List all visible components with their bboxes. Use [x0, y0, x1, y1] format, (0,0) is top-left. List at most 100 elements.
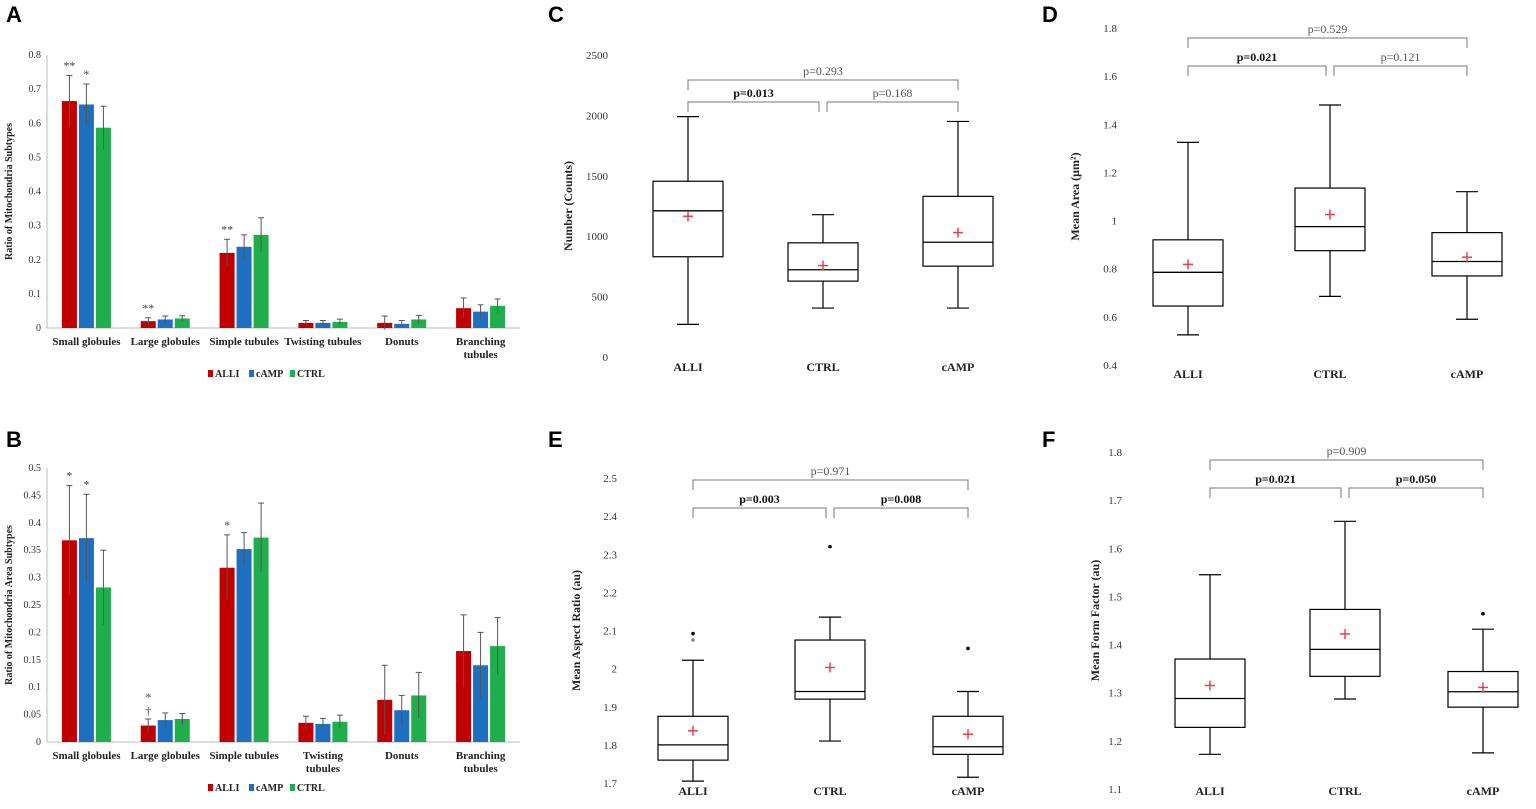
bar-ctrl: [253, 537, 269, 742]
legend-label-ctrl: CTRL: [297, 369, 325, 380]
comparison-bracket: [826, 101, 959, 112]
y-tick-label: 0.6: [1103, 312, 1117, 324]
bar-alli: [298, 722, 314, 742]
bar-alli: [140, 725, 156, 742]
p-value-label: p=0.529: [1308, 22, 1348, 36]
y-axis-label: Ratio of Mitochondria Subtypes: [4, 123, 15, 260]
y-tick-label: 1: [1112, 216, 1118, 228]
y-tick-label: 1.7: [603, 778, 617, 790]
y-tick-label: 0.2: [29, 627, 42, 638]
x-category-label: Small globules: [52, 336, 121, 348]
panel-letter-d: D: [1042, 2, 1058, 27]
x-category-label: cAMP: [1451, 367, 1484, 381]
comparison-bracket: [687, 79, 959, 90]
x-category-label: Branching: [456, 750, 506, 762]
x-category-label: Donuts: [385, 750, 419, 762]
x-category-label: Donuts: [385, 336, 419, 348]
y-tick-label: 1.7: [1108, 495, 1122, 507]
legend-swatch-camp: [249, 370, 254, 377]
y-tick-label: 1.3: [1108, 688, 1122, 700]
comparison-bracket: [692, 479, 969, 490]
y-tick-label: 0.4: [29, 187, 42, 198]
x-category-label: Large globules: [131, 336, 201, 348]
bar-camp: [157, 319, 173, 328]
y-tick-label: 1.6: [1108, 543, 1122, 555]
y-tick-label: 0.15: [24, 655, 42, 666]
y-tick-label: 1500: [586, 171, 609, 183]
x-category-label: Twisting: [303, 750, 344, 762]
comparison-bracket: [1209, 487, 1342, 498]
legend-swatch-alli: [208, 370, 213, 377]
bar-ctrl: [490, 305, 506, 328]
legend-swatch-camp: [249, 784, 254, 791]
panel-letter-e: E: [548, 427, 563, 452]
p-value-label: p=0.008: [881, 492, 922, 506]
bar-alli: [219, 252, 235, 328]
bar-ctrl: [174, 718, 190, 742]
x-category-label: Branching: [456, 336, 506, 348]
x-category-label: Large globules: [131, 750, 201, 762]
legend-swatch-ctrl: [290, 370, 295, 377]
comparison-bracket: [692, 507, 827, 518]
panel-a: A 0 0.1 0.2 0.3 0.4 0.5 0.6 0.7 0.8 Ratio of Mitoc…: [4, 2, 520, 380]
significance-marker: *: [145, 690, 151, 704]
panel-letter-a: A: [6, 2, 22, 27]
x-category-label: CTRL: [1328, 784, 1361, 798]
y-tick-label: 0.05: [24, 710, 42, 721]
y-tick-label: 1000: [586, 231, 609, 243]
y-tick-label: 1.4: [1103, 119, 1117, 131]
significance-marker: †: [145, 704, 151, 718]
comparison-bracket: [1187, 37, 1468, 48]
significance-marker: *: [83, 67, 89, 81]
panel-b: B 0 0.05 0.1 0.15 0.2 0.25 0.3 0.35 0.4 0.45 0.5 Rat…: [4, 427, 520, 794]
y-tick-label: 0: [36, 737, 41, 748]
bar-camp: [473, 311, 489, 328]
x-category-label: ALLI: [678, 784, 708, 798]
x-category-label: Twisting tubules: [284, 336, 362, 348]
significance-marker: *: [66, 469, 72, 483]
x-category-label: ALLI: [673, 360, 703, 374]
y-tick-label: 2000: [586, 110, 609, 122]
legend-label-camp: cAMP: [256, 783, 283, 794]
comparison-bracket: [1209, 459, 1484, 470]
bar-alli: [61, 540, 77, 742]
bar-ctrl: [174, 318, 190, 328]
y-tick-label: 2.2: [603, 587, 617, 599]
y-tick-label: 1.4: [1108, 640, 1122, 652]
legend-swatch-alli: [208, 784, 213, 791]
bar-alli: [61, 101, 77, 328]
comparison-bracket: [833, 507, 969, 518]
y-tick-label: 0.7: [29, 84, 42, 95]
x-category-label: cAMP: [1467, 784, 1500, 798]
y-tick-label: 1.2: [1108, 736, 1122, 748]
x-category-label: cAMP: [942, 360, 975, 374]
outlier-point: [691, 638, 695, 642]
y-axis-label: Mean Form Factor (au): [1088, 560, 1102, 681]
p-value-label: p=0.021: [1237, 50, 1278, 64]
bar-camp: [394, 710, 410, 742]
significance-marker: **: [63, 58, 75, 72]
y-tick-label: 0.1: [29, 682, 42, 693]
y-axis-label: Ratio of Mitochondria Area Subtypes: [4, 525, 15, 685]
p-value-label: p=0.293: [803, 64, 843, 78]
bar-ctrl: [490, 646, 506, 742]
bar-camp: [157, 720, 173, 742]
p-value-label: p=0.909: [1327, 444, 1367, 458]
y-tick-label: 2.4: [603, 511, 617, 523]
significance-marker: **: [142, 301, 154, 315]
x-category-label: cAMP: [952, 784, 985, 798]
y-tick-label: 2.1: [603, 626, 617, 638]
y-axis-label: Number (Counts): [561, 161, 575, 251]
significance-marker: *: [83, 477, 89, 491]
y-tick-label: 0.25: [24, 600, 42, 611]
y-tick-label: 1.2: [1103, 167, 1117, 179]
bar-alli: [219, 567, 235, 742]
legend-swatch-ctrl: [290, 784, 295, 791]
x-category-label: CTRL: [813, 784, 846, 798]
bar-camp: [236, 246, 252, 328]
y-tick-label: 2.3: [603, 549, 617, 561]
panel-letter-c: C: [548, 2, 564, 27]
y-tick-label: 0.45: [24, 490, 42, 501]
y-tick-label: 0.5: [29, 463, 42, 474]
